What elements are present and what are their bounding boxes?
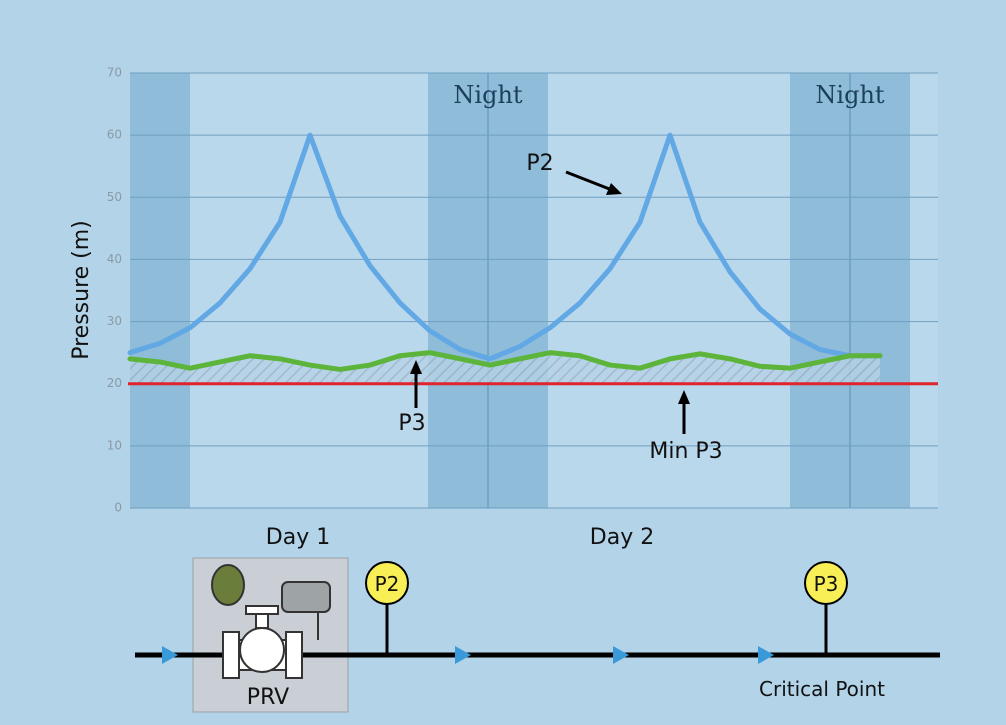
y-tick-label: 0: [114, 501, 122, 515]
valve: [211, 564, 331, 679]
y-tick-label: 70: [107, 66, 122, 80]
y-tick-label: 30: [107, 314, 122, 328]
arrowhead: [678, 390, 690, 404]
valve-label: PRV: [247, 685, 289, 710]
flow-arrow: [455, 646, 471, 664]
annotation: P2: [526, 151, 553, 176]
day-label: Day 2: [590, 525, 654, 550]
series-line: [127, 350, 883, 372]
point-label: Critical Point: [759, 677, 885, 701]
night-band: [130, 73, 190, 508]
arrowhead: [410, 360, 422, 374]
gauge-label: P2: [375, 572, 400, 596]
gauge: [804, 561, 848, 605]
series-line: [127, 132, 883, 362]
arrowhead: [606, 183, 622, 195]
flow-arrow: [758, 646, 774, 664]
night-label: Night: [453, 81, 522, 109]
arrow: [565, 170, 613, 192]
y-tick-label: 20: [107, 376, 122, 390]
annotations: P2 P3 Min P3: [398, 151, 722, 464]
y-tick-label: 60: [107, 128, 122, 142]
annotation: Min P3: [649, 439, 722, 464]
hatched-area: [130, 352, 880, 384]
y-tick-label: 40: [107, 252, 122, 266]
pipeline-diagram: PRV P2 P3 Critical Point: [135, 557, 940, 713]
annotation: P3: [398, 411, 425, 436]
y-tick-label: 10: [107, 438, 122, 452]
gauge-label: P3: [814, 572, 839, 596]
flow-arrow: [162, 646, 178, 664]
day-label: Day 1: [266, 525, 330, 550]
y-axis-label: Pressure (m): [69, 220, 94, 360]
night-label: Night: [815, 81, 884, 109]
flow-arrow: [613, 646, 629, 664]
bands: [130, 73, 910, 508]
y-tick-label: 50: [107, 190, 122, 204]
gauge: [365, 561, 409, 605]
